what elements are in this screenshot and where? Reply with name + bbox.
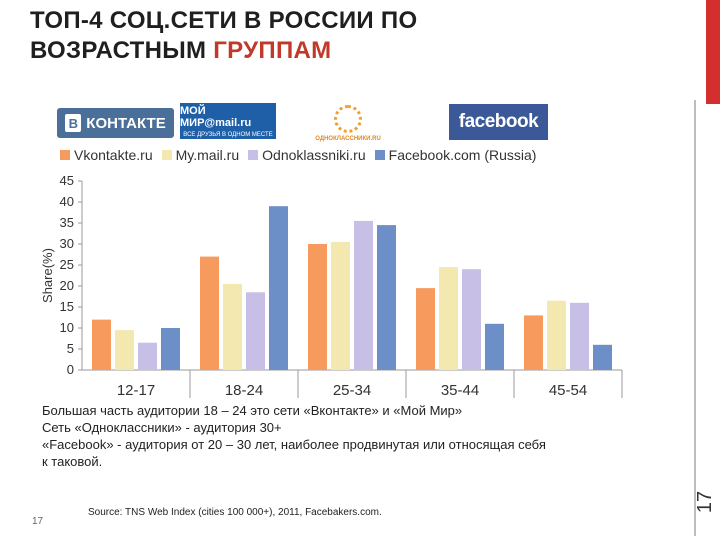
bar-12-17-series-4: [161, 328, 180, 370]
bar-35-44-series-3: [462, 269, 481, 370]
legend-label-mymail: My.mail.ru: [175, 147, 240, 163]
title-line-2: ВОЗРАСТНЫМ ГРУППАМ: [30, 36, 670, 66]
y-tick-label: 5: [67, 341, 74, 356]
bar-25-34-series-1: [308, 244, 327, 370]
bar-18-24-series-4: [269, 206, 288, 370]
legend-item-vkontakte: Vkontakte.ru: [60, 147, 153, 163]
vkontakte-logo: В КОНТАКТЕ: [57, 108, 174, 138]
bar-12-17-series-1: [92, 319, 111, 370]
x-tick-label: 18-24: [225, 382, 263, 399]
legend-item-facebook: Facebook.com (Russia): [374, 147, 537, 163]
chart-legend: Vkontakte.ru My.mail.ru Odnoklassniki.ru…: [60, 147, 545, 163]
legend-label-facebook: Facebook.com (Russia): [388, 147, 537, 163]
legend-swatch-vkontakte: [60, 150, 70, 160]
bar-25-34-series-2: [331, 241, 350, 370]
y-tick-label: 20: [60, 278, 74, 293]
odnoklassniki-logo: ОДНОКЛАССНИКИ.RU: [315, 103, 381, 143]
y-tick-label: 0: [67, 362, 74, 377]
chart-caption: Большая часть аудитории 18 – 24 это сети…: [42, 402, 682, 470]
y-tick-label: 25: [60, 257, 74, 272]
bar-18-24-series-1: [200, 256, 219, 370]
bar-45-54-series-3: [570, 302, 589, 370]
caption-line-1: Большая часть аудитории 18 – 24 это сети…: [42, 403, 463, 418]
bar-25-34-series-4: [377, 225, 396, 370]
bar-18-24-series-3: [246, 292, 265, 370]
mm-logo-text: МОЙ МИР@mail.ru: [180, 104, 252, 129]
x-tick-label: 35-44: [441, 382, 479, 399]
x-tick-label: 45-54: [549, 382, 587, 399]
bar-25-34-series-3: [354, 220, 373, 370]
mymail-logo: МОЙ МИР@mail.ru ВСЕ ДРУЗЬЯ В ОДНОМ МЕСТЕ: [180, 103, 276, 139]
bar-35-44-series-2: [439, 267, 458, 370]
bar-45-54-series-1: [524, 315, 543, 370]
title-word-plain: ВОЗРАСТНЫМ: [30, 37, 207, 64]
legend-label-odnoklassniki: Odnoklassniki.ru: [262, 147, 366, 163]
caption-line-2: Сеть «Одноклассники» - аудитория 30+: [42, 420, 282, 435]
slide-title: ТОП-4 СОЦ.СЕТИ В РОССИИ ПО ВОЗРАСТНЫМ ГР…: [30, 6, 670, 66]
vk-badge: В: [65, 114, 82, 132]
legend-swatch-odnoklassniki: [248, 150, 259, 160]
y-tick-label: 30: [60, 236, 74, 251]
bar-45-54-series-2: [547, 300, 566, 370]
bar-35-44-series-4: [485, 323, 504, 370]
accent-bar: [706, 0, 720, 104]
bar-12-17-series-3: [138, 342, 157, 370]
ok-logo-icon: [334, 104, 362, 133]
page-number: 17: [32, 516, 44, 527]
legend-swatch-facebook: [374, 150, 385, 160]
y-tick-label: 10: [60, 320, 74, 335]
bar-12-17-series-2: [115, 330, 134, 370]
x-tick-label: 12-17: [117, 382, 155, 399]
caption-line-3: «Facebook» - аудитория от 20 – 30 лет, н…: [42, 437, 546, 452]
facebook-logo: facebook: [449, 104, 548, 140]
legend-swatch-mymail: [161, 150, 172, 160]
title-line-1: ТОП-4 СОЦ.СЕТИ В РОССИИ ПО: [30, 7, 418, 34]
bar-45-54-series-4: [593, 344, 612, 370]
source-note: Source: TNS Web Index (cities 100 000+),…: [88, 507, 382, 518]
ok-logo-text: ОДНОКЛАССНИКИ.RU: [315, 135, 381, 142]
legend-item-mymail: My.mail.ru: [161, 147, 240, 163]
fb-logo-text: facebook: [458, 111, 539, 132]
y-axis-label: Share(%): [40, 248, 55, 303]
legend-label-vkontakte: Vkontakte.ru: [74, 147, 153, 163]
y-tick-label: 15: [60, 299, 74, 314]
vertical-divider: [694, 100, 696, 536]
bar-35-44-series-1: [416, 288, 435, 370]
y-tick-label: 40: [60, 194, 74, 209]
x-tick-label: 25-34: [333, 382, 371, 399]
caption-line-4: к таковой.: [42, 454, 103, 469]
mm-logo-subtext: ВСЕ ДРУЗЬЯ В ОДНОМ МЕСТЕ: [183, 131, 273, 138]
y-tick-label: 35: [60, 215, 74, 230]
title-word-accent: ГРУППАМ: [213, 37, 332, 64]
vk-logo-text: КОНТАКТЕ: [86, 114, 166, 132]
bar-18-24-series-2: [223, 283, 242, 370]
y-tick-label: 45: [60, 173, 74, 188]
legend-item-odnoklassniki: Odnoklassniki.ru: [248, 147, 366, 163]
